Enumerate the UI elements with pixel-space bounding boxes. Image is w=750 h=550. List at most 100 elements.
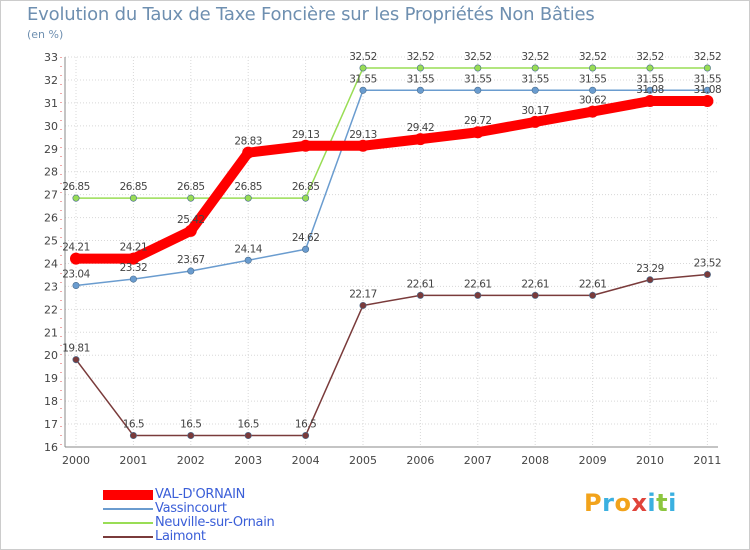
data-label: 26.85 [120, 181, 148, 193]
data-point [474, 86, 482, 94]
data-point [589, 291, 597, 299]
data-label: 32.52 [349, 51, 377, 63]
data-point [416, 64, 424, 72]
data-point [72, 194, 80, 202]
data-point [589, 86, 597, 94]
series-line [71, 96, 713, 264]
data-point [302, 432, 310, 440]
data-point [703, 270, 711, 278]
data-point [646, 86, 654, 94]
data-label: 22.61 [407, 278, 435, 290]
data-label: 31.55 [407, 73, 435, 85]
data-label: 32.52 [407, 51, 435, 63]
data-label: 23.29 [636, 263, 664, 275]
data-label: 32.52 [579, 51, 607, 63]
y-tick-label: 29 [44, 143, 58, 156]
logo-letter: o [614, 489, 632, 517]
data-label: 31.55 [349, 73, 377, 85]
data-label: 22.17 [349, 288, 377, 300]
data-point [359, 64, 367, 72]
data-point [72, 356, 80, 364]
data-point [184, 224, 197, 237]
data-label: 19.81 [62, 343, 90, 355]
data-point [586, 105, 599, 118]
data-label: 23.04 [62, 268, 90, 280]
data-point [242, 146, 255, 159]
data-label: 16.5 [123, 419, 144, 431]
data-label: 28.83 [234, 136, 262, 148]
series-line [75, 273, 709, 437]
y-tick-label: 26 [44, 212, 58, 225]
data-label: 32.52 [636, 51, 664, 63]
data-label: 31.55 [464, 73, 492, 85]
data-label: 32.52 [521, 51, 549, 63]
data-point [302, 194, 310, 202]
data-label: 23.32 [120, 262, 148, 274]
legend-label: VAL-D'ORNAIN [155, 487, 246, 502]
data-label: 22.61 [579, 278, 607, 290]
x-tick-label: 2004 [292, 454, 320, 467]
data-point [646, 276, 654, 284]
unit-label: (en %) [27, 28, 64, 41]
y-tick-label: 17 [44, 418, 58, 431]
data-label: 24.21 [120, 242, 148, 254]
y-tick-label: 22 [44, 303, 58, 316]
data-label: 26.85 [62, 181, 90, 193]
logo-letter: r [602, 489, 615, 517]
data-point [359, 301, 367, 309]
data-label: 16.5 [295, 419, 316, 431]
data-point [129, 275, 137, 283]
y-tick-label: 18 [44, 395, 58, 408]
data-point [474, 291, 482, 299]
y-tick-label: 20 [44, 349, 58, 362]
data-label: 24.62 [292, 232, 320, 244]
data-label: 16.5 [180, 419, 201, 431]
series-line [75, 89, 709, 287]
data-point [701, 95, 714, 108]
data-point [244, 194, 252, 202]
logo-letter: i [647, 489, 657, 517]
data-label: 31.55 [636, 73, 664, 85]
data-point [589, 64, 597, 72]
y-tick-label: 21 [44, 326, 58, 339]
data-point [703, 64, 711, 72]
data-label: 31.55 [579, 73, 607, 85]
data-point [70, 252, 82, 265]
data-label: 31.08 [636, 84, 664, 96]
x-tick-label: 2010 [636, 454, 664, 467]
data-point [703, 86, 711, 94]
data-point [644, 95, 656, 108]
y-tick-label: 25 [44, 235, 58, 248]
data-point [187, 432, 195, 440]
logo-letter: P [584, 489, 603, 517]
x-tick-label: 2003 [234, 454, 262, 467]
y-tick-label: 16 [44, 441, 58, 454]
data-point [302, 245, 310, 253]
data-point [244, 432, 252, 440]
data-point [416, 291, 424, 299]
y-tick-label: 19 [44, 372, 58, 385]
x-tick-label: 2007 [464, 454, 492, 467]
x-tick-label: 2002 [177, 454, 205, 467]
series-line [75, 67, 709, 199]
data-point [127, 252, 140, 265]
data-label: 31.55 [694, 73, 722, 85]
data-label: 32.52 [464, 51, 492, 63]
data-point [187, 267, 195, 275]
legend-label: Vassincourt [155, 501, 227, 516]
data-label: 29.72 [464, 115, 492, 127]
logo-letter: x [631, 489, 648, 517]
logo-letter: i [668, 489, 677, 517]
data-label: 22.61 [464, 278, 492, 290]
y-tick-label: 23 [44, 280, 58, 293]
data-point [416, 86, 424, 94]
data-point [299, 139, 312, 152]
data-label: 26.85 [177, 181, 205, 193]
data-label: 29.13 [349, 129, 377, 141]
data-label: 16.5 [238, 419, 259, 431]
x-tick-label: 2005 [349, 454, 377, 467]
data-label: 24.21 [62, 242, 90, 254]
data-point [72, 281, 80, 289]
x-tick-label: 2006 [406, 454, 434, 467]
